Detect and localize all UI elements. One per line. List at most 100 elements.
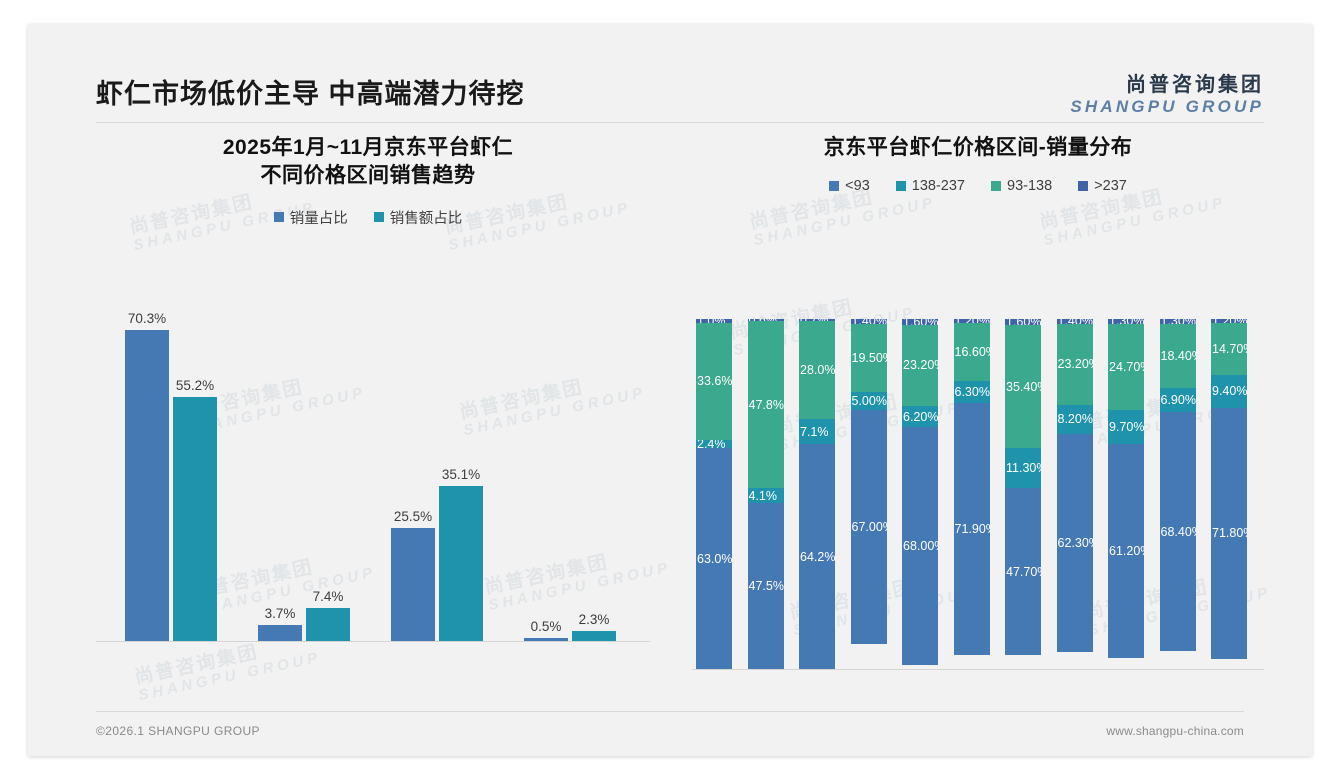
stack-segment-M3->237[interactable]: 0.7% xyxy=(799,319,835,322)
footer-copyright: ©2026.1 SHANGPU GROUP xyxy=(96,724,260,738)
stack-segment-M5-93-138[interactable]: 23.20% xyxy=(902,324,938,406)
legend-item-<93[interactable]: <93 xyxy=(829,178,870,194)
stack-segment-M10-93-138[interactable]: 18.40% xyxy=(1159,323,1196,388)
stack-segment-M5-138-237[interactable]: 6.20% xyxy=(902,405,938,428)
stack-segment-M6-93-138[interactable]: 16.60% xyxy=(953,323,990,382)
stack-segment-M9->237[interactable]: 1.30% xyxy=(1108,319,1144,324)
legend-item-93-138[interactable]: 93-138 xyxy=(991,178,1052,194)
stack-segment-M3-<93[interactable]: 64.2% xyxy=(799,444,835,669)
segment-value-label: 62.30% xyxy=(1057,535,1093,550)
stack-segment-M11-93-138[interactable]: 14.70% xyxy=(1211,323,1247,375)
stack-segment-M6-138-237[interactable]: 6.30% xyxy=(953,381,990,404)
legend-item-销售额占比[interactable]: 销售额占比 xyxy=(373,207,462,228)
stack-segment-M7-<93[interactable]: 47.70% xyxy=(1005,488,1041,655)
stack-segment-M7-93-138[interactable]: 35.40% xyxy=(1005,324,1041,449)
legend-item-销量占比[interactable]: 销量占比 xyxy=(273,207,348,228)
segment-value-label: 1.20% xyxy=(1212,319,1247,323)
bar-138-237-销售额占比[interactable]: 7.4% xyxy=(306,589,350,641)
segment-value-label: 68.40% xyxy=(1160,524,1196,539)
segment-value-label: 1.40% xyxy=(1058,319,1093,324)
bar-93-138-销量占比[interactable]: 25.5% xyxy=(391,509,435,641)
legend-item->237[interactable]: >237 xyxy=(1078,178,1127,194)
stack-segment-M5-<93[interactable]: 68.00% xyxy=(902,427,938,666)
chart-panel-right: 京东平台虾仁价格区间-销量分布 <93 138-237 93-138 >237 1.0… xyxy=(678,134,1278,714)
stack-segment-M8-138-237[interactable]: 8.20% xyxy=(1056,405,1093,434)
stacked-bar-M8[interactable]: 1.40% 23.20% 8.20% 62.30% xyxy=(1056,319,1093,669)
segment-value-label: 47.8% xyxy=(748,397,784,412)
stacked-bar-M7[interactable]: 1.60% 35.40% 11.30% 47.70% xyxy=(1005,319,1041,669)
bar-group-93-138: 25.5% 35.1% xyxy=(372,467,502,641)
segment-value-label: 1.40% xyxy=(852,319,887,324)
stacked-bar-M9[interactable]: 1.30% 24.70% 9.70% 61.20% xyxy=(1108,319,1144,669)
stack-segment-M1-138-237[interactable]: 2.4% xyxy=(696,440,732,449)
stack-segment-M2->237[interactable]: 0.6% xyxy=(747,319,784,322)
stack-segment-M10-<93[interactable]: 68.40% xyxy=(1159,412,1196,652)
segment-value-label: 0.7% xyxy=(800,319,829,321)
page-title: 虾仁市场低价主导 中高端潜力待挖 xyxy=(96,79,525,109)
segment-value-label: 64.2% xyxy=(800,549,835,564)
stack-segment-M9-138-237[interactable]: 9.70% xyxy=(1108,409,1144,444)
stacked-bar-M3[interactable]: 0.7% 28.0% 7.1% 64.2% xyxy=(799,319,835,669)
stacked-bar-M1[interactable]: 1.0% 33.6% 2.4% 63.0% xyxy=(696,319,732,669)
segment-value-label: 4.1% xyxy=(748,488,778,503)
bar->237-销量占比[interactable]: 0.5% xyxy=(524,619,568,641)
stack-segment-M8->237[interactable]: 1.40% xyxy=(1056,319,1093,324)
bar-<93-销售额占比[interactable]: 55.2% xyxy=(173,378,217,641)
stacked-bar-M6[interactable]: 1.20% 16.60% 6.30% 71.90% xyxy=(953,319,990,669)
stack-segment-M9-93-138[interactable]: 24.70% xyxy=(1108,323,1144,410)
stack-segment-M1-<93[interactable]: 63.0% xyxy=(696,448,732,669)
stacked-bar-M5[interactable]: 1.60% 23.20% 6.20% 68.00% xyxy=(902,319,938,669)
stack-segment-M10-138-237[interactable]: 6.90% xyxy=(1159,387,1196,413)
stack-segment-M5->237[interactable]: 1.60% xyxy=(902,319,938,325)
stack-segment-M2-93-138[interactable]: 47.8% xyxy=(747,321,784,489)
segment-value-label: 6.30% xyxy=(954,385,990,400)
segment-value-label: 9.70% xyxy=(1109,419,1144,434)
bar-138-237-销量占比[interactable]: 3.7% xyxy=(258,606,302,641)
legend-item-138-237[interactable]: 138-237 xyxy=(895,178,965,194)
stack-segment-M6-<93[interactable]: 71.90% xyxy=(953,403,990,655)
stack-segment-M6->237[interactable]: 1.20% xyxy=(953,319,990,324)
bar->237-销售额占比[interactable]: 2.3% xyxy=(572,612,616,641)
stack-segment-M7->237[interactable]: 1.60% xyxy=(1005,319,1041,325)
stack-segment-M10->237[interactable]: 1.30% xyxy=(1159,319,1196,324)
stacked-bar-M2[interactable]: 0.6% 47.8% 4.1% 47.5% xyxy=(747,319,784,669)
stacked-bar-M4[interactable]: 1.40% 19.50% 5.00% 67.00% xyxy=(850,319,887,669)
stack-segment-M1->237[interactable]: 1.0% xyxy=(696,319,732,323)
stack-segment-M8-<93[interactable]: 62.30% xyxy=(1056,433,1093,652)
stack-segment-M11-138-237[interactable]: 9.40% xyxy=(1211,374,1247,408)
stacked-bar-M11[interactable]: 1.20% 14.70% 9.40% 71.80% xyxy=(1211,319,1247,669)
stack-segment-M3-138-237[interactable]: 7.1% xyxy=(799,419,835,445)
bar-93-138-销售额占比[interactable]: 35.1% xyxy=(439,467,483,641)
logo-text-en: SHANGPU GROUP xyxy=(1070,97,1264,116)
stack-segment-M2-<93[interactable]: 47.5% xyxy=(747,502,784,669)
bar-value-label: 3.7% xyxy=(264,605,296,621)
stack-segment-M9-<93[interactable]: 61.20% xyxy=(1108,443,1144,659)
stack-segment-M11-<93[interactable]: 71.80% xyxy=(1211,407,1247,659)
bar-<93-销量占比[interactable]: 70.3% xyxy=(125,311,169,641)
stack-segment-M4-<93[interactable]: 67.00% xyxy=(850,409,887,645)
stack-segment-M4->237[interactable]: 1.40% xyxy=(850,319,887,324)
segment-value-label: 11.30% xyxy=(1006,461,1041,476)
stack-segment-M3-93-138[interactable]: 28.0% xyxy=(799,321,835,420)
segment-value-label: 68.00% xyxy=(903,539,938,554)
stack-segment-M2-138-237[interactable]: 4.1% xyxy=(747,488,784,503)
stack-segment-M4-138-237[interactable]: 5.00% xyxy=(850,392,887,410)
stack-segment-M7-138-237[interactable]: 11.30% xyxy=(1005,448,1041,489)
stack-segment-M8-93-138[interactable]: 23.20% xyxy=(1056,323,1093,406)
segment-value-label: 2.4% xyxy=(697,440,726,449)
segment-value-label: 35.40% xyxy=(1006,379,1041,394)
logo-text-cn: 尚普咨询集团 xyxy=(1126,74,1264,96)
stack-segment-M4-93-138[interactable]: 19.50% xyxy=(850,323,887,393)
segment-value-label: 71.80% xyxy=(1212,526,1247,541)
header-divider xyxy=(96,122,1264,123)
stack-segment-M1-93-138[interactable]: 33.6% xyxy=(696,322,732,441)
segment-value-label: 1.20% xyxy=(955,319,990,323)
legend-label: 93-138 xyxy=(1007,178,1053,195)
segment-value-label: 24.70% xyxy=(1109,359,1144,374)
segment-value-label: 28.0% xyxy=(800,363,835,378)
legend-swatch-icon xyxy=(895,181,906,192)
bar-value-label: 0.5% xyxy=(530,619,562,634)
stacked-bar-M10[interactable]: 1.30% 18.40% 6.90% 68.40% xyxy=(1159,319,1196,669)
stack-segment-M11->237[interactable]: 1.20% xyxy=(1211,319,1247,324)
segment-value-label: 61.20% xyxy=(1109,544,1144,559)
